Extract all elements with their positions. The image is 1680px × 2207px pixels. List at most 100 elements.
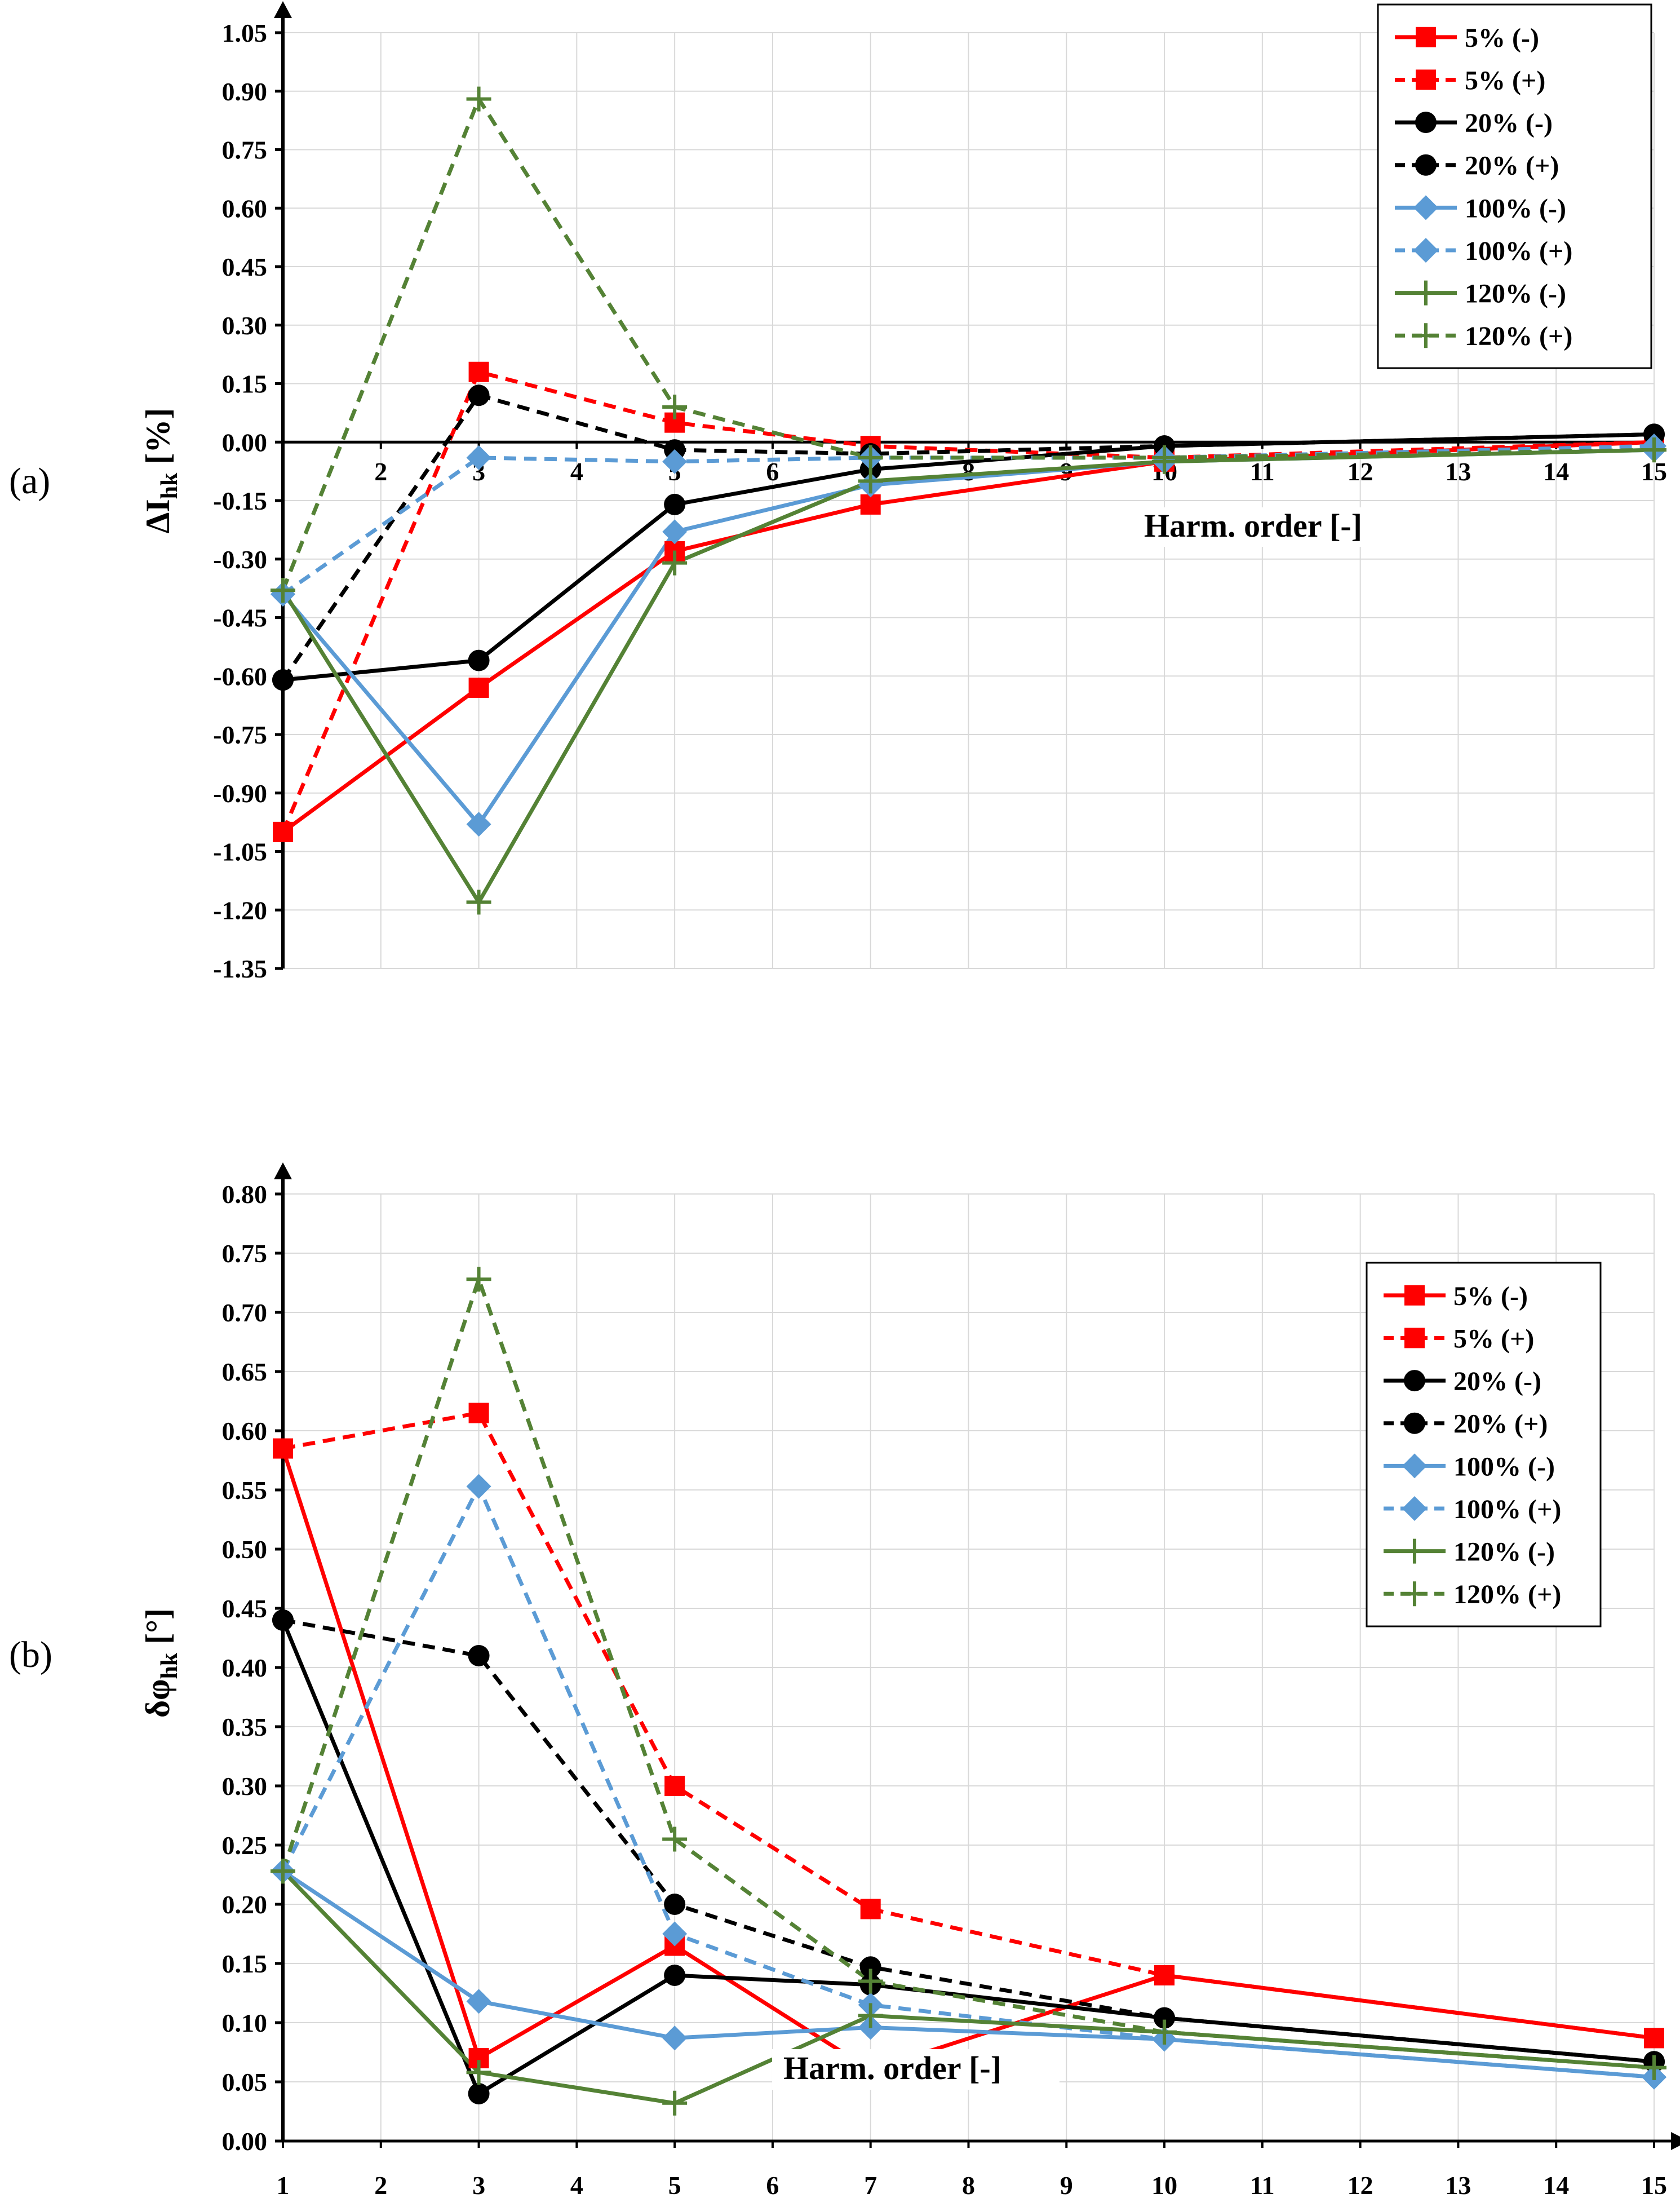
y-tick-label: 0.65	[222, 1357, 268, 1386]
legend-item: 100% (-)	[1395, 193, 1566, 223]
data-point	[1402, 1496, 1427, 1521]
series-line	[281, 1277, 1655, 2070]
data-point	[1416, 26, 1436, 47]
y-tick-label: -0.75	[213, 720, 267, 749]
data-point	[468, 678, 489, 698]
x-tick-label: 4	[570, 2171, 583, 2200]
x-tick-label: 9	[1060, 2171, 1073, 2200]
x-axis-label: Harm. order [-]	[1144, 507, 1362, 544]
data-point	[858, 445, 883, 470]
legend-item: 20% (-)	[1395, 108, 1553, 138]
legend-label: 20% (-)	[1465, 108, 1553, 138]
y-axis-label-sub: hk	[157, 472, 183, 499]
data-point	[1404, 1328, 1425, 1348]
data-point	[1415, 154, 1437, 176]
x-tick-label: 12	[1347, 2171, 1373, 2200]
x-axis-label-bg	[1133, 507, 1420, 547]
y-axis-label-main: δφ	[139, 1679, 176, 1718]
data-point	[1402, 1581, 1427, 1607]
series-line	[281, 393, 1655, 682]
y-tick-label: 0.25	[222, 1831, 268, 1860]
y-tick-label: 0.15	[222, 1949, 268, 1978]
legend-item: 100% (-)	[1384, 1452, 1555, 1481]
series-line	[281, 97, 1655, 591]
y-tick-label: 0.45	[222, 253, 268, 281]
y-tick-label: 0.35	[222, 1713, 268, 1741]
y-tick-label: -0.45	[213, 604, 267, 633]
legend-item: 120% (-)	[1395, 279, 1566, 309]
y-axis-label-sub: hk	[157, 1652, 183, 1679]
data-point	[858, 1969, 883, 1994]
legend-item: 120% (+)	[1384, 1580, 1561, 1609]
data-point	[662, 395, 688, 419]
data-point	[1644, 2028, 1664, 2049]
data-point	[664, 1776, 685, 1796]
data-point	[468, 2083, 490, 2104]
x-tick-label: 6	[766, 2171, 779, 2200]
data-point	[662, 2090, 688, 2116]
y-tick-label: 0.80	[222, 1180, 268, 1209]
legend-item: 120% (+)	[1395, 321, 1572, 351]
x-tick-label: 11	[1250, 2171, 1274, 2200]
legend-label: 5% (+)	[1465, 65, 1545, 95]
data-point	[1404, 1285, 1425, 1306]
x-tick-label: 10	[1151, 2171, 1177, 2200]
y-tick-label: -1.05	[213, 838, 267, 866]
data-point	[662, 550, 688, 576]
data-point	[860, 1899, 881, 1919]
x-tick-label: 14	[1543, 457, 1569, 486]
y-tick-label: 0.60	[222, 1417, 268, 1445]
chart-panel-a: 1.05 0.90 0.75 0.60 0.45 0.30 0.15 0.00 -0.15 -0.…	[139, 1, 1667, 983]
series-line	[281, 448, 1655, 904]
y-axis-label: δφhk [°]	[139, 1608, 183, 1718]
chart-panel-b: 0.80 0.75 0.70 0.65 0.60 0.55 0.50 0.45 0.40 0.35…	[139, 1162, 1680, 2200]
data-point	[1402, 1538, 1427, 1564]
legend-item: 100% (+)	[1395, 236, 1572, 266]
legend: 5% (-) 5% (+) 20% (-) 20% (+) 100% (-) 100% (…	[1366, 1262, 1602, 1627]
x-tick-label: 2	[374, 457, 387, 486]
series-20-	[282, 1618, 1655, 2064]
legend-label: 20% (+)	[1453, 1409, 1548, 1439]
y-tick-label: 0.75	[222, 136, 268, 165]
data-point	[466, 86, 491, 112]
legend-item: 5% (+)	[1395, 65, 1545, 95]
x-axis-label-bg	[772, 2049, 1060, 2090]
legend-label: 120% (-)	[1453, 1537, 1555, 1567]
data-point	[272, 669, 294, 691]
legend-item: 100% (+)	[1384, 1494, 1561, 1524]
panel-label-b: (b)	[9, 1634, 52, 1675]
legend-item: 20% (-)	[1384, 1366, 1541, 1396]
x-tick-label: 15	[1641, 2171, 1667, 2200]
y-axis-arrow	[274, 1162, 292, 1179]
legend-label: 5% (-)	[1453, 1281, 1528, 1311]
legend-label: 120% (-)	[1465, 279, 1566, 309]
data-point	[1404, 1412, 1425, 1434]
data-point	[1416, 69, 1436, 90]
data-point	[1154, 1965, 1175, 1985]
x-tick-label: 8	[962, 2171, 975, 2200]
legend-label: 100% (+)	[1465, 236, 1572, 266]
x-tick-label: 2	[374, 2171, 387, 2200]
y-tick-label: -0.90	[213, 779, 267, 808]
x-tick-label: 1	[277, 2171, 290, 2200]
legend-label: 120% (+)	[1465, 321, 1572, 351]
series-120-	[281, 448, 1655, 904]
data-point	[468, 1403, 489, 1423]
series-120-	[281, 97, 1655, 591]
series-100-	[281, 1484, 1655, 2080]
y-tick-label: -0.15	[213, 486, 267, 515]
y-tick-label: -1.35	[213, 954, 267, 983]
y-axis-label-unit: [%]	[139, 408, 176, 473]
y-tick-label: -0.30	[213, 545, 267, 574]
series-line	[282, 1618, 1655, 2064]
data-point	[468, 649, 490, 671]
data-point	[860, 494, 881, 515]
legend-label: 5% (+)	[1453, 1324, 1534, 1354]
y-tick-label: 0.40	[222, 1653, 268, 1682]
data-point	[662, 519, 688, 545]
series-line	[282, 1411, 1655, 2040]
data-point	[1404, 1370, 1425, 1392]
y-tick-label: 0.70	[222, 1298, 268, 1327]
series-line	[281, 1484, 1655, 2080]
